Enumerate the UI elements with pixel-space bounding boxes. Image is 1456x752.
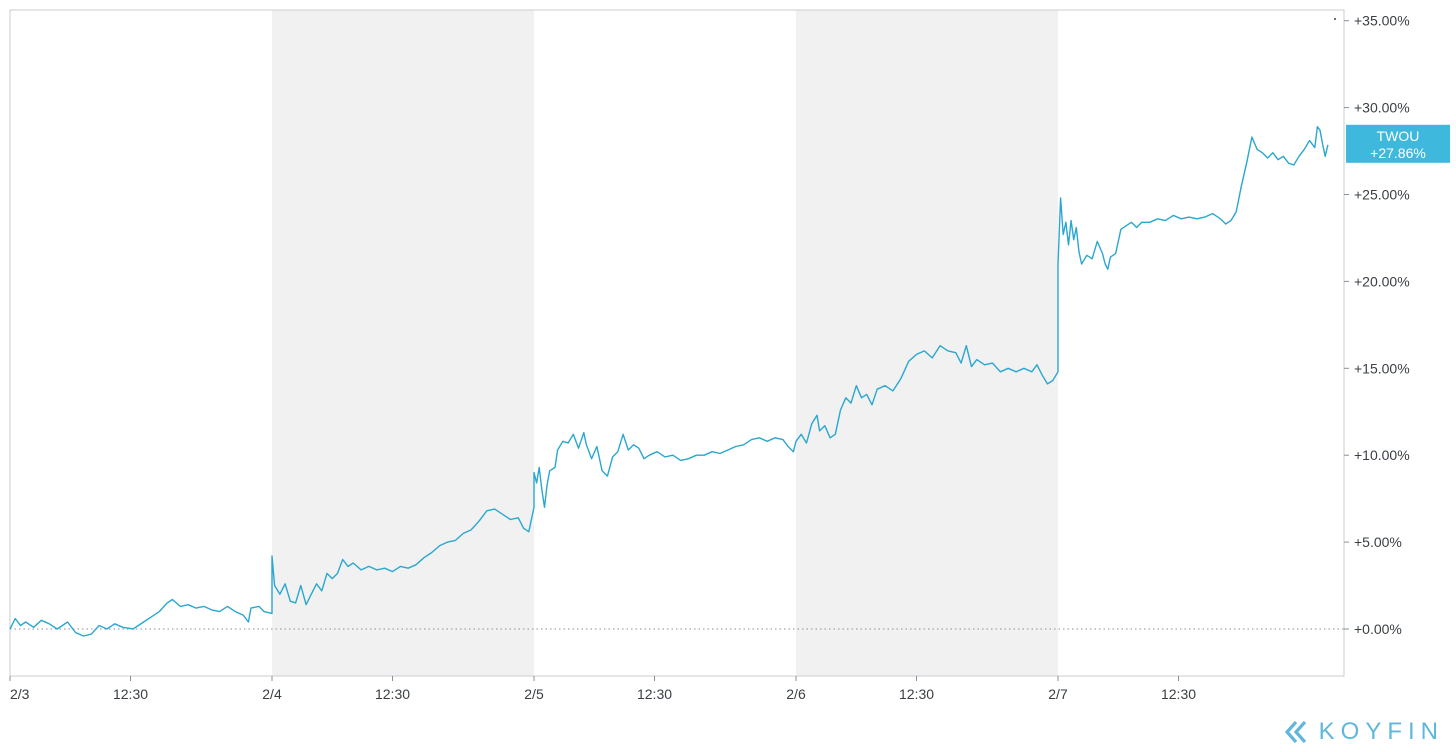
y-tick-label: +30.00% bbox=[1354, 100, 1410, 116]
y-tick-label: +15.00% bbox=[1354, 360, 1410, 376]
y-tick-label: +20.00% bbox=[1354, 273, 1410, 289]
x-tick-label: 2/7 bbox=[1048, 686, 1068, 702]
last-value-tag: TWOU +27.86% bbox=[1346, 124, 1450, 163]
x-tick-label: 2/6 bbox=[786, 686, 806, 702]
y-tick-label: +35.00% bbox=[1354, 13, 1410, 29]
x-tick-label: 2/5 bbox=[524, 686, 544, 702]
koyfin-wordmark: KOYFIN bbox=[1318, 718, 1444, 745]
x-tick-label: 2/3 bbox=[10, 686, 30, 702]
corner-dot bbox=[1334, 18, 1336, 20]
x-tick-label: 2/4 bbox=[262, 686, 282, 702]
series-line-twou bbox=[9, 125, 1329, 637]
x-tick-label: 12:30 bbox=[375, 686, 410, 702]
x-tick-label: 12:30 bbox=[1161, 686, 1196, 702]
last-value-series-name: TWOU bbox=[1377, 128, 1420, 144]
x-tick-label: 12:30 bbox=[637, 686, 672, 702]
shaded-day-bands bbox=[272, 10, 1058, 676]
x-tick-label: 12:30 bbox=[113, 686, 148, 702]
y-tick-label: +25.00% bbox=[1354, 187, 1410, 203]
last-value-label: +27.86% bbox=[1370, 145, 1426, 161]
y-tick-label: +10.00% bbox=[1354, 447, 1410, 463]
shaded-day-band bbox=[796, 10, 1058, 676]
x-tick-label: 12:30 bbox=[899, 686, 934, 702]
last-value-tag-background bbox=[1346, 124, 1450, 163]
koyfin-logo: KOYFIN bbox=[1284, 718, 1444, 746]
koyfin-chevron-icon bbox=[1284, 720, 1306, 744]
x-axis: 2/3 12:30 2/4 12:30 2/5 12:30 2/6 12:30 2/7 12:30 bbox=[9, 676, 1196, 702]
y-tick-label: +5.00% bbox=[1354, 534, 1402, 550]
y-tick-label: +0.00% bbox=[1354, 621, 1402, 637]
plot-frame bbox=[9, 9, 1345, 677]
shaded-day-band bbox=[272, 10, 534, 676]
y-axis: +0.00% +5.00% +10.00% +15.00% +20.00% +25.00%… bbox=[1344, 13, 1410, 637]
